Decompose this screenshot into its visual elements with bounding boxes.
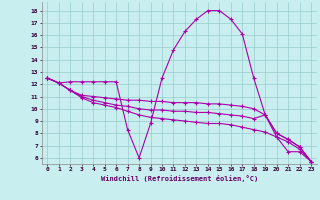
- X-axis label: Windchill (Refroidissement éolien,°C): Windchill (Refroidissement éolien,°C): [100, 175, 258, 182]
